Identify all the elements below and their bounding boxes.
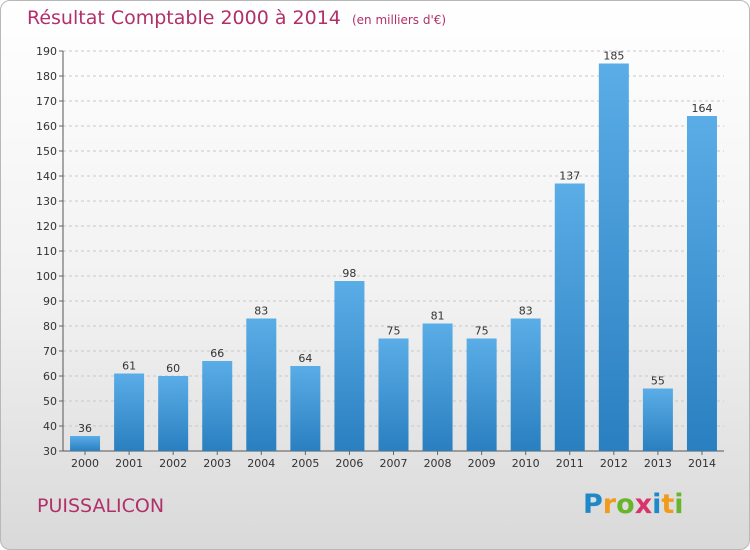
data-label: 75 — [475, 325, 489, 338]
x-tick-label: 2004 — [247, 457, 275, 470]
bar — [554, 183, 585, 451]
y-tick-label: 110 — [36, 245, 57, 258]
x-tick-label: 2008 — [424, 457, 452, 470]
logo-letter: o — [616, 489, 635, 520]
bar — [642, 388, 673, 451]
y-tick-label: 30 — [43, 445, 57, 458]
bar — [466, 338, 497, 451]
y-tick-label: 120 — [36, 220, 57, 233]
data-label: 164 — [691, 102, 712, 115]
y-tick-label: 50 — [43, 395, 57, 408]
bar — [686, 116, 717, 451]
x-tick-label: 2011 — [556, 457, 584, 470]
logo-letter: x — [634, 489, 653, 520]
x-tick-label: 2001 — [115, 457, 143, 470]
y-tick-label: 140 — [36, 170, 57, 183]
bar — [334, 281, 365, 451]
data-label: 66 — [210, 347, 224, 360]
y-tick-label: 170 — [36, 95, 57, 108]
logo-letter: r — [602, 489, 617, 520]
y-tick-label: 40 — [43, 420, 57, 433]
data-label: 83 — [519, 305, 533, 318]
logo-letter: t — [661, 489, 675, 520]
bar — [158, 376, 189, 451]
bar — [422, 323, 453, 451]
x-tick-label: 2012 — [600, 457, 628, 470]
x-tick-label: 2003 — [203, 457, 231, 470]
x-tick-label: 2010 — [512, 457, 540, 470]
data-label: 137 — [559, 170, 580, 183]
bar — [246, 318, 277, 451]
y-tick-label: 80 — [43, 320, 57, 333]
y-tick-label: 130 — [36, 195, 57, 208]
bar — [70, 436, 101, 451]
proxiti-logo: Proxiti — [583, 489, 684, 520]
logo-letter: i — [652, 489, 662, 520]
unit-text: (en milliers d'€) — [351, 13, 447, 27]
x-tick-label: 2000 — [71, 457, 99, 470]
y-tick-label: 90 — [43, 295, 57, 308]
y-tick-label: 180 — [36, 70, 57, 83]
bar — [202, 361, 233, 451]
bar — [510, 318, 541, 451]
data-label: 83 — [254, 305, 268, 318]
x-tick-label: 2013 — [644, 457, 672, 470]
x-tick-label: 2005 — [291, 457, 319, 470]
chart-title: Résultat Comptable 2000 à 2014 (en milli… — [27, 7, 446, 29]
x-tick-label: 2007 — [380, 457, 408, 470]
y-tick-label: 100 — [36, 270, 57, 283]
data-label: 60 — [166, 362, 180, 375]
x-tick-label: 2009 — [468, 457, 496, 470]
x-tick-label: 2002 — [159, 457, 187, 470]
data-label: 75 — [387, 325, 401, 338]
data-label: 185 — [603, 50, 624, 63]
title-text: Résultat Comptable 2000 à 2014 — [27, 7, 341, 29]
x-tick-label: 2006 — [335, 457, 363, 470]
y-tick-label: 190 — [36, 45, 57, 58]
y-tick-label: 60 — [43, 370, 57, 383]
commune-name: PUISSALICON — [37, 495, 165, 517]
bar — [378, 338, 409, 451]
y-tick-label: 160 — [36, 120, 57, 133]
y-tick-label: 70 — [43, 345, 57, 358]
bar — [290, 366, 321, 451]
data-label: 81 — [431, 310, 445, 323]
logo-letter: P — [583, 489, 603, 520]
data-label: 36 — [78, 422, 92, 435]
logo-letter: i — [674, 489, 684, 520]
bar — [598, 63, 629, 451]
data-label: 61 — [122, 360, 136, 373]
data-label: 64 — [298, 352, 312, 365]
data-label: 98 — [342, 267, 356, 280]
x-tick-label: 2014 — [688, 457, 716, 470]
data-label: 55 — [651, 375, 665, 388]
y-tick-label: 150 — [36, 145, 57, 158]
bar — [114, 373, 145, 451]
